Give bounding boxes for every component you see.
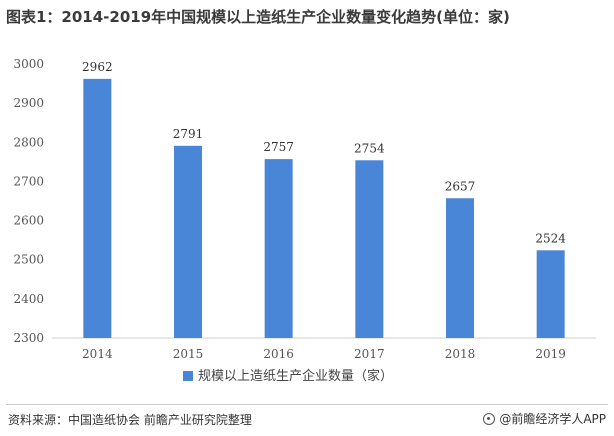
bar — [536, 250, 565, 338]
x-tick-label: 2015 — [173, 347, 204, 361]
bar-value-label: 2657 — [445, 179, 476, 193]
footer-divider — [6, 404, 608, 405]
y-tick-label: 3000 — [13, 57, 44, 71]
bar — [355, 160, 384, 338]
y-tick-label: 2700 — [13, 174, 44, 188]
bar-value-label: 2524 — [535, 231, 566, 245]
brand-logo-icon — [483, 412, 496, 425]
bar-value-label: 2754 — [354, 141, 385, 155]
y-tick-label: 2900 — [13, 96, 44, 110]
legend-swatch — [183, 371, 193, 381]
legend: 规模以上造纸生产企业数量（家） — [183, 368, 393, 384]
brand-credit: @前瞻经济学人APP — [483, 410, 606, 427]
bar — [83, 78, 112, 339]
x-tick-label: 2016 — [263, 347, 294, 361]
bar-value-label: 2757 — [263, 140, 294, 154]
y-tick-label: 2400 — [13, 292, 44, 306]
y-axis: 2300 2400 2500 2600 2700 2800 2900 3000 — [13, 57, 44, 345]
bar — [446, 198, 474, 338]
y-tick-label: 2800 — [13, 135, 44, 149]
bar — [174, 145, 202, 338]
x-tick-label: 2018 — [445, 347, 476, 361]
legend-label: 规模以上造纸生产企业数量（家） — [198, 368, 393, 384]
y-tick-label: 2600 — [13, 214, 44, 228]
brand-text: @前瞻经济学人APP — [499, 412, 606, 426]
bars — [83, 78, 565, 339]
x-tick-label: 2014 — [82, 347, 113, 361]
bar-value-label: 2791 — [173, 127, 204, 141]
bar — [264, 159, 293, 338]
x-tick-label: 2017 — [354, 347, 385, 361]
y-tick-label: 2300 — [13, 331, 44, 345]
source-note: 资料来源：中国造纸协会 前瞻产业研究院整理 — [8, 413, 252, 427]
bar-value-label: 2962 — [82, 60, 113, 74]
x-tick-label: 2019 — [535, 347, 566, 361]
x-axis: 2014 2015 2016 2017 2018 2019 — [52, 337, 596, 361]
data-labels: 2962 2791 2757 2754 2657 2524 — [82, 60, 566, 245]
chart-title: 图表1：2014-2019年中国规模以上造纸生产企业数量变化趋势(单位：家) — [6, 8, 510, 26]
y-tick-label: 2500 — [13, 253, 44, 267]
